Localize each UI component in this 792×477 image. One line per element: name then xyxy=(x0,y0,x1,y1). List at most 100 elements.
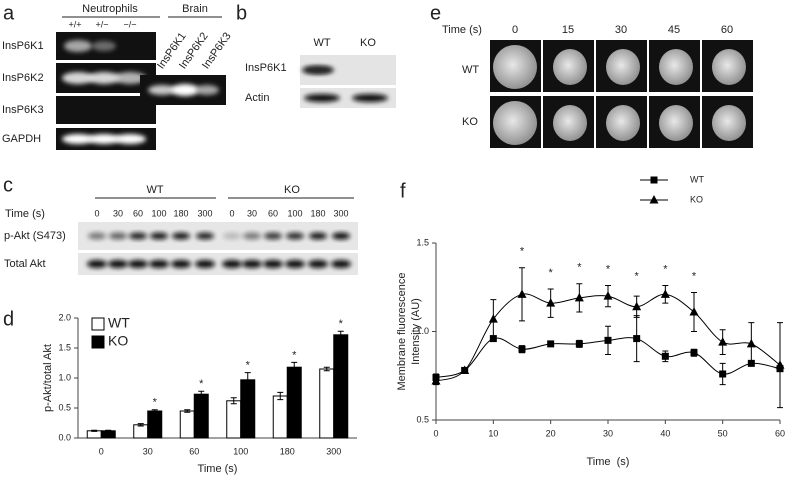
marker xyxy=(775,360,785,369)
error-bar xyxy=(137,423,144,427)
label: KO xyxy=(108,333,128,349)
label: Membrane fluorescence xyxy=(396,272,408,390)
label: * xyxy=(549,267,554,279)
gel-band xyxy=(332,232,350,240)
label: 50 xyxy=(718,428,728,438)
marker xyxy=(660,289,670,298)
marker xyxy=(719,370,727,378)
label: −/− xyxy=(123,19,136,29)
label: * xyxy=(606,263,611,275)
label: 30 xyxy=(615,24,627,36)
label: 0 xyxy=(512,24,518,36)
label: * xyxy=(292,349,297,361)
bar xyxy=(272,395,288,439)
legend-swatch xyxy=(91,317,105,331)
marker xyxy=(746,338,756,348)
label: Neutrophils xyxy=(82,3,138,15)
label: WT xyxy=(462,64,479,76)
marker xyxy=(574,292,584,302)
label: WT xyxy=(690,174,704,184)
label: Time (s) xyxy=(198,463,238,475)
label: b xyxy=(236,2,247,24)
label: 180 xyxy=(280,446,295,456)
gel-band xyxy=(148,85,176,95)
cell xyxy=(659,49,693,85)
error-bar xyxy=(230,397,237,405)
gel-band xyxy=(62,72,94,84)
gel-band xyxy=(308,260,328,268)
gel-lane-box xyxy=(56,96,156,124)
error-bar xyxy=(91,429,98,432)
bar xyxy=(226,400,242,439)
label: 300 xyxy=(197,208,212,218)
gel-lane-box xyxy=(78,253,358,275)
bar xyxy=(147,410,163,439)
label: 2.0 xyxy=(58,312,71,322)
label: * xyxy=(663,263,668,275)
label: a xyxy=(3,2,15,24)
label: * xyxy=(692,270,697,282)
gel-band xyxy=(331,260,351,268)
gel-band xyxy=(87,260,107,268)
bar xyxy=(333,334,349,439)
label: 60 xyxy=(775,428,785,438)
gel-band xyxy=(263,260,283,268)
marker xyxy=(575,340,583,348)
label: Time (s) xyxy=(587,456,630,468)
label: 0 xyxy=(94,208,99,218)
error-bar xyxy=(184,409,191,413)
label: p-Akt/total Akt xyxy=(42,344,54,412)
marker xyxy=(546,298,556,307)
gel-band xyxy=(62,134,94,144)
gel-band xyxy=(286,232,304,240)
legend-swatch xyxy=(91,335,105,349)
gel-band xyxy=(88,134,120,144)
cell xyxy=(553,105,587,141)
gel-band xyxy=(195,85,219,95)
label: 60 xyxy=(721,24,733,36)
marker xyxy=(460,365,470,374)
label: 100 xyxy=(233,446,248,456)
label: +/− xyxy=(95,19,108,29)
marker xyxy=(649,195,659,204)
gel-band xyxy=(285,260,305,268)
cell xyxy=(493,101,537,145)
label: e xyxy=(430,2,441,24)
marker xyxy=(633,335,641,343)
error-bar xyxy=(291,361,298,373)
label: KO xyxy=(690,194,703,204)
marker xyxy=(632,301,642,311)
label: KO xyxy=(360,37,376,49)
gel-band xyxy=(88,232,106,240)
gel-lane-box xyxy=(300,88,396,108)
error-bar xyxy=(151,409,158,413)
label: GAPDH xyxy=(2,133,41,145)
cell xyxy=(712,49,746,85)
marker xyxy=(604,336,612,344)
label: 300 xyxy=(333,208,348,218)
gel-band xyxy=(242,260,262,268)
gel-band xyxy=(129,232,147,240)
label: 30 xyxy=(143,446,153,456)
label: 30 xyxy=(247,208,257,218)
bar xyxy=(179,410,195,439)
error-bar xyxy=(277,391,284,401)
gel-band xyxy=(108,260,128,268)
label: 10 xyxy=(488,428,498,438)
label: * xyxy=(339,318,344,330)
gel-band xyxy=(88,72,120,84)
gel-band xyxy=(309,232,327,240)
label: c xyxy=(3,174,13,196)
gel-band xyxy=(171,260,191,268)
label: WT xyxy=(108,315,130,331)
label: Time (s) xyxy=(5,208,45,220)
cell xyxy=(553,49,587,85)
label: 0 xyxy=(433,428,438,438)
label: * xyxy=(635,270,640,282)
label: 300 xyxy=(326,446,341,456)
label: 40 xyxy=(660,428,670,438)
gel-band xyxy=(243,232,261,240)
label: KO xyxy=(284,184,300,196)
label: 20 xyxy=(546,428,556,438)
label: 0 xyxy=(229,208,234,218)
